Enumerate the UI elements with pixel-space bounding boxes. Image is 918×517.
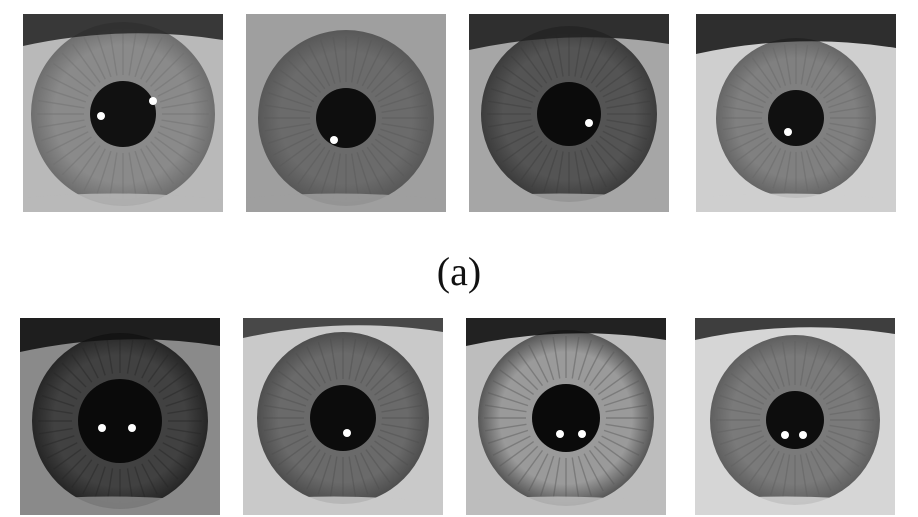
eye-image bbox=[696, 14, 896, 212]
iris-photo-a4 bbox=[696, 14, 896, 212]
eyelashes bbox=[696, 14, 896, 54]
glint bbox=[97, 112, 105, 120]
lower-eyelid bbox=[243, 496, 443, 515]
eyelashes bbox=[23, 14, 223, 46]
iris-texture bbox=[716, 341, 874, 499]
pupil bbox=[532, 384, 600, 452]
iris-photo-b3 bbox=[465, 318, 667, 515]
iris-photo-a3 bbox=[469, 14, 669, 212]
eye-image bbox=[23, 14, 223, 212]
eye-image bbox=[466, 318, 666, 515]
lower-eyelid bbox=[469, 193, 669, 212]
iris-texture bbox=[37, 28, 209, 200]
lower-eyelid bbox=[695, 496, 895, 515]
iris-texture bbox=[38, 339, 202, 503]
pupil bbox=[766, 391, 824, 449]
glint bbox=[128, 424, 136, 432]
glint bbox=[330, 136, 338, 144]
iris-photo-b2 bbox=[243, 318, 443, 515]
eyelashes bbox=[243, 318, 443, 338]
pupil bbox=[78, 379, 162, 463]
pupil bbox=[310, 385, 376, 451]
glint bbox=[781, 431, 789, 439]
eyelashes bbox=[20, 318, 220, 352]
pupil bbox=[768, 90, 824, 146]
iris-texture bbox=[722, 44, 870, 192]
glint bbox=[585, 119, 593, 127]
iris-texture bbox=[484, 336, 648, 500]
pupil bbox=[316, 88, 376, 148]
eyelashes bbox=[695, 318, 895, 340]
eye-image bbox=[20, 318, 220, 515]
glint bbox=[343, 429, 351, 437]
iris-photo-a2 bbox=[246, 14, 446, 212]
lower-eyelid bbox=[20, 496, 220, 515]
glint bbox=[799, 431, 807, 439]
glint bbox=[98, 424, 106, 432]
iris-photo-b1 bbox=[20, 318, 220, 515]
eye-image bbox=[246, 14, 446, 212]
glint bbox=[556, 430, 564, 438]
iris-texture bbox=[263, 338, 423, 498]
iris-photo-b4 bbox=[695, 318, 895, 515]
iris-texture bbox=[264, 36, 428, 200]
pupil bbox=[90, 81, 156, 147]
lower-eyelid bbox=[23, 193, 223, 212]
iris-texture bbox=[487, 32, 651, 196]
lower-eyelid bbox=[466, 496, 666, 515]
eye-image bbox=[695, 318, 895, 515]
eyelashes bbox=[466, 318, 666, 346]
glint bbox=[578, 430, 586, 438]
iris-photo-a1 bbox=[23, 14, 223, 212]
figure-caption-a: (a) bbox=[436, 249, 482, 294]
eye-image bbox=[469, 14, 669, 212]
lower-eyelid bbox=[246, 193, 446, 212]
lower-eyelid bbox=[696, 193, 896, 212]
glint bbox=[149, 97, 157, 105]
glint bbox=[784, 128, 792, 136]
eyelashes bbox=[469, 14, 669, 50]
pupil bbox=[537, 82, 601, 146]
eye-image bbox=[243, 318, 443, 515]
